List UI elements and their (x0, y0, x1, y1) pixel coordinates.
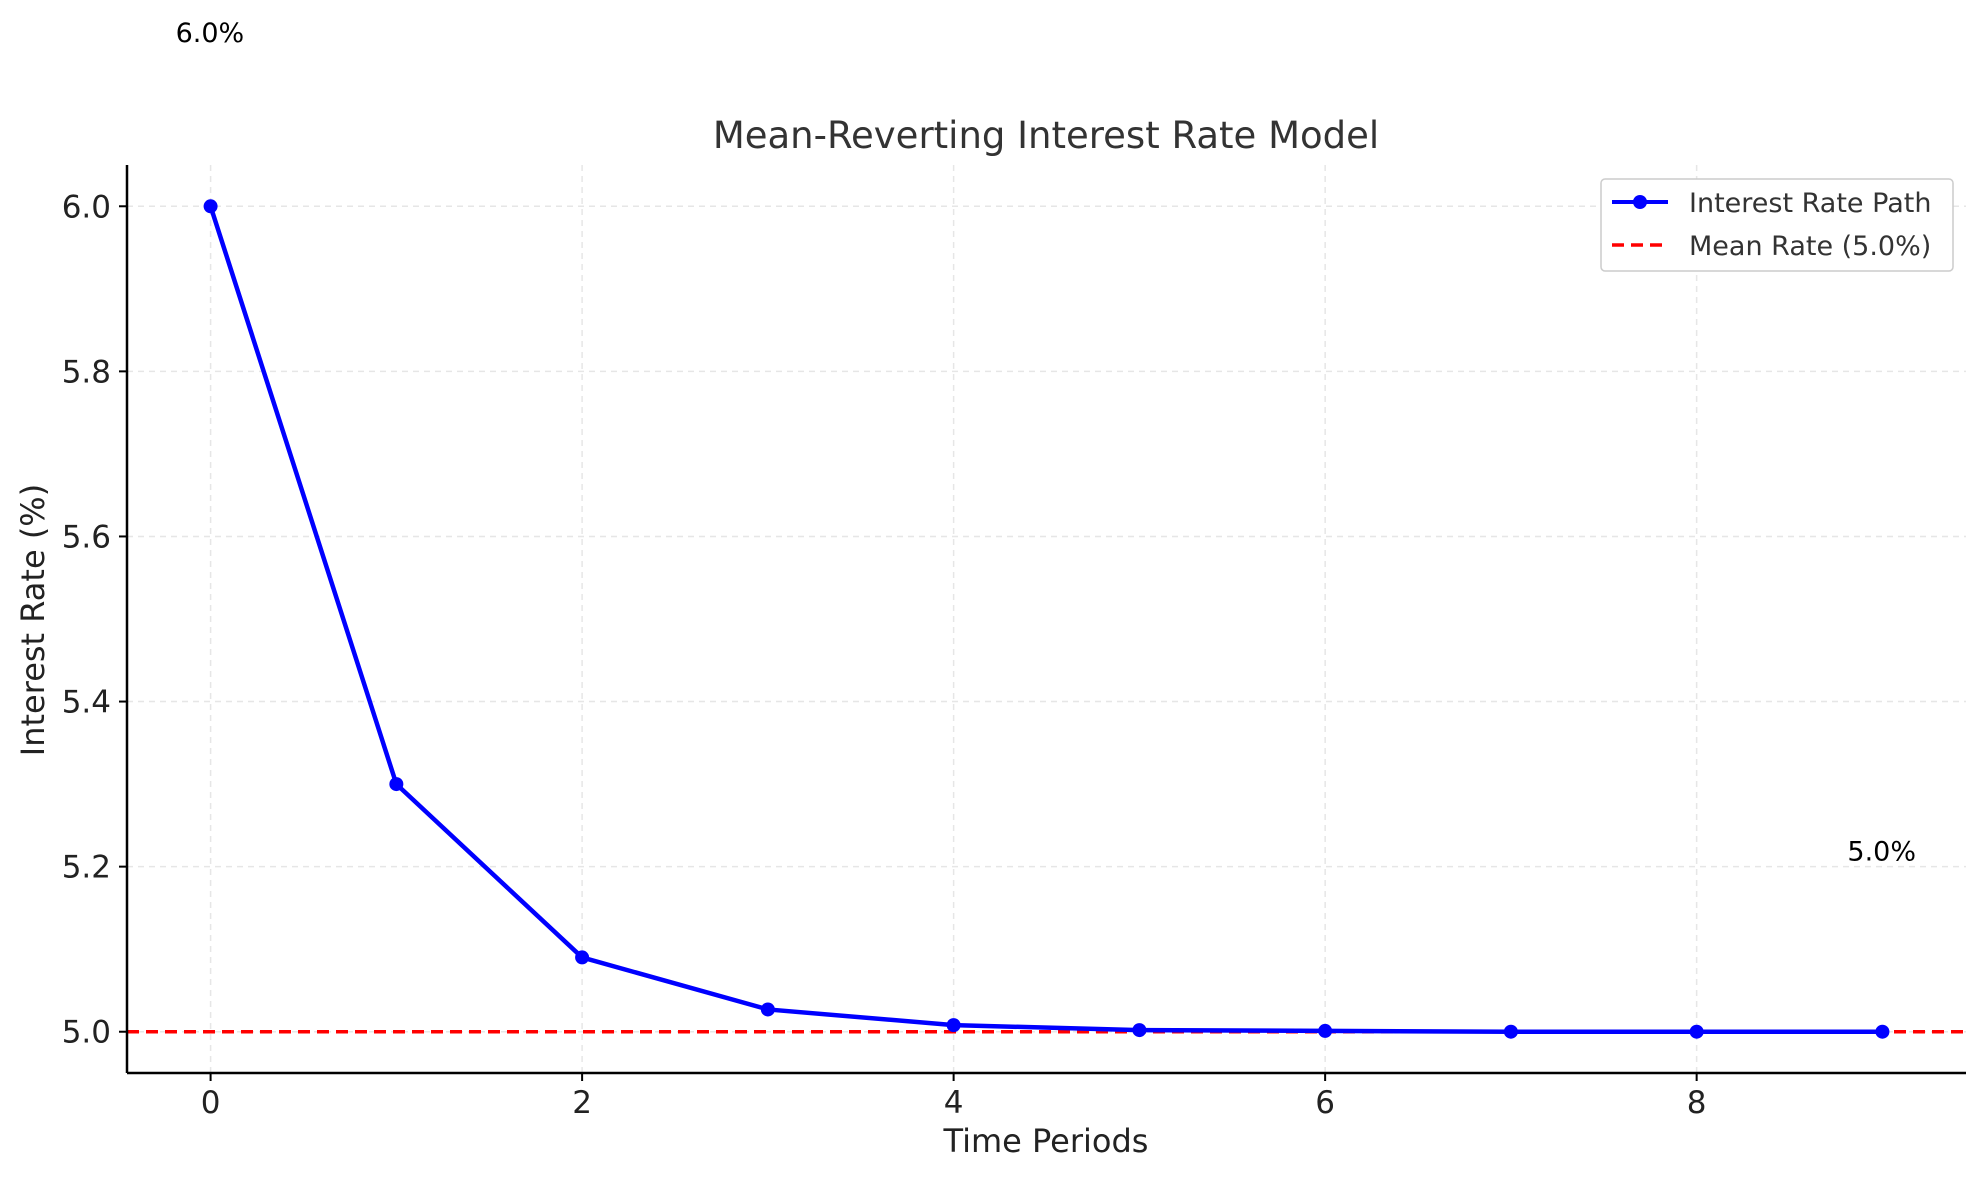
legend-label-interest-rate-path: Interest Rate Path (1689, 188, 1931, 219)
grid-lines (127, 165, 1966, 1073)
data-point (1503, 1024, 1518, 1039)
legend-marker-interest-rate-path (1633, 195, 1647, 209)
x-tick-label: 6 (1315, 1085, 1335, 1121)
y-tick-label: 5.8 (62, 354, 111, 390)
annotation-label: 6.0% (176, 18, 245, 49)
y-axis-label: Interest Rate (%) (14, 484, 52, 756)
axes (125, 165, 1966, 1075)
series-group (203, 199, 1890, 1039)
y-tick-label: 5.2 (62, 850, 111, 886)
data-point (203, 199, 218, 214)
legend: Interest Rate Path Mean Rate (5.0%) (1600, 178, 1954, 272)
data-point (1689, 1024, 1704, 1039)
y-tick-label: 5.4 (62, 685, 111, 721)
x-axis-label: Time Periods (943, 1122, 1149, 1160)
legend-label-mean-rate: Mean Rate (5.0%) (1689, 231, 1931, 262)
y-tick-label: 5.0 (62, 1015, 111, 1051)
x-tick-label: 2 (572, 1085, 592, 1121)
y-tick-label: 5.6 (62, 519, 111, 555)
y-tick-label: 6.0 (62, 189, 111, 225)
x-tick-label: 8 (1687, 1085, 1707, 1121)
x-tick-label: 4 (944, 1085, 964, 1121)
data-point (389, 777, 404, 792)
chart-title: Mean-Reverting Interest Rate Model (713, 114, 1379, 157)
annotation-group: 6.0% 5.0% (176, 18, 1916, 868)
data-point (760, 1002, 775, 1017)
x-tick-label: 0 (201, 1085, 221, 1121)
data-point (575, 950, 590, 965)
data-point (1875, 1024, 1890, 1039)
annotation-label: 5.0% (1847, 837, 1916, 868)
series-line-interest-rate-path (208, 205, 1883, 1034)
data-point (1318, 1023, 1333, 1038)
data-point (946, 1018, 961, 1033)
legend-box (1600, 178, 1954, 272)
data-point (1132, 1023, 1147, 1038)
tick-group: 0 2 4 6 8 5.0 5.2 5.4 5.6 5.8 6.0 (62, 189, 1707, 1121)
